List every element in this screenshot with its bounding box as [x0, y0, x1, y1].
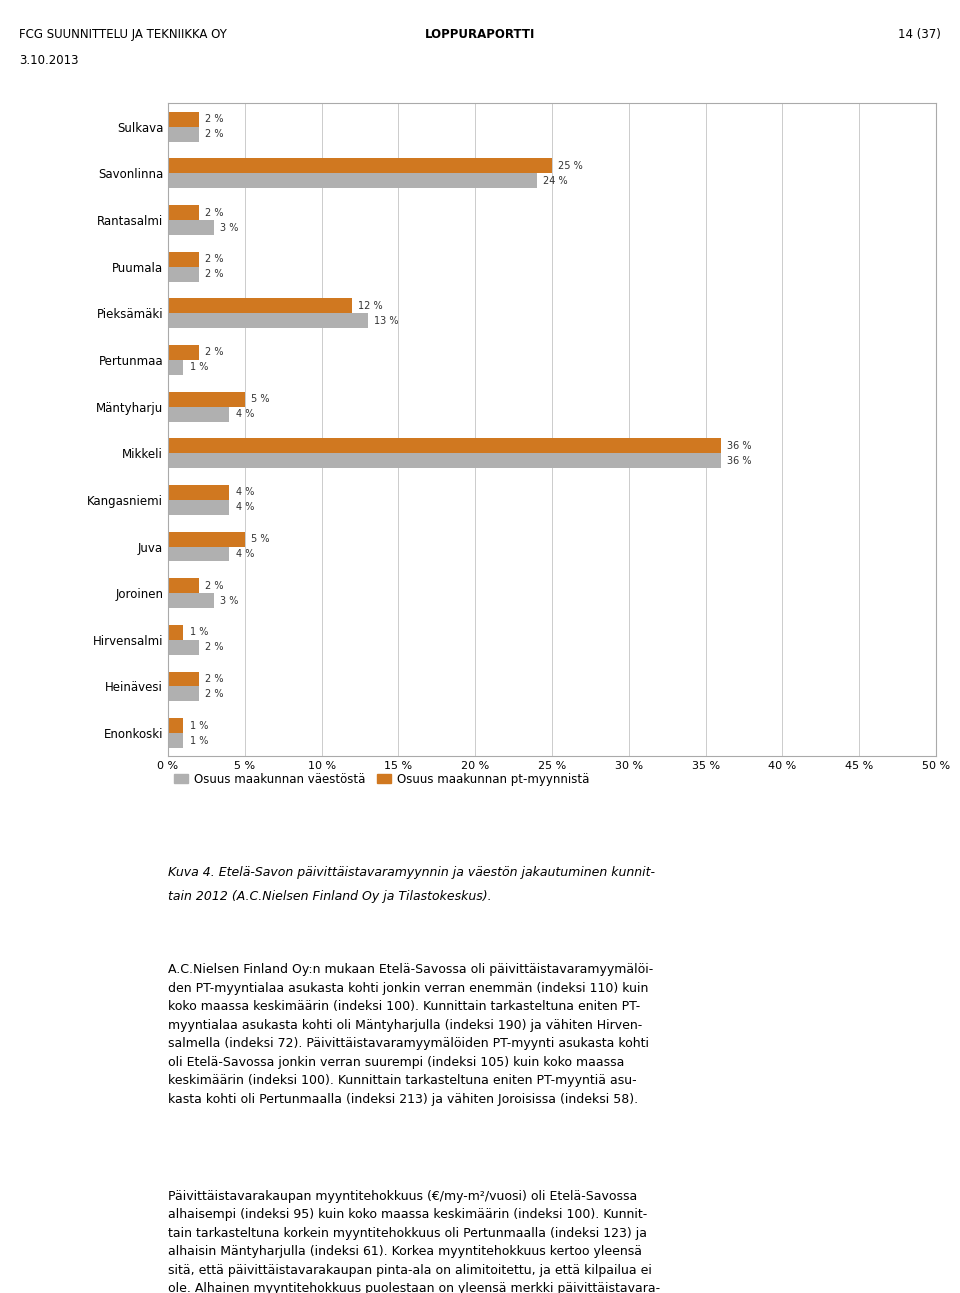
Bar	[168, 406, 229, 422]
Text: 4 %: 4 %	[235, 487, 254, 498]
Bar	[168, 252, 199, 266]
Bar	[168, 578, 199, 593]
Text: tain 2012 (A.C.Nielsen Finland Oy ja Tilastokeskus).: tain 2012 (A.C.Nielsen Finland Oy ja Til…	[168, 890, 492, 903]
Text: 2 %: 2 %	[204, 269, 224, 279]
Text: 12 %: 12 %	[358, 301, 383, 310]
Text: 1 %: 1 %	[189, 736, 208, 746]
Bar	[168, 485, 229, 500]
Text: 2 %: 2 %	[204, 643, 224, 652]
Bar	[168, 438, 721, 454]
Text: 1 %: 1 %	[189, 627, 208, 637]
Bar	[168, 625, 183, 640]
Text: 2 %: 2 %	[204, 674, 224, 684]
Text: 5 %: 5 %	[251, 534, 270, 544]
Bar	[168, 547, 229, 561]
Bar	[168, 111, 199, 127]
Text: 3 %: 3 %	[220, 222, 239, 233]
Text: 2 %: 2 %	[204, 208, 224, 217]
Text: 24 %: 24 %	[542, 176, 567, 186]
Text: 2 %: 2 %	[204, 689, 224, 700]
Text: 1 %: 1 %	[189, 720, 208, 731]
Bar	[168, 359, 183, 375]
Text: 14 (37): 14 (37)	[898, 28, 941, 41]
Bar	[168, 159, 552, 173]
Bar	[168, 733, 183, 749]
Bar	[168, 500, 229, 515]
Text: 5 %: 5 %	[251, 394, 270, 405]
Bar	[168, 593, 214, 608]
Bar	[168, 454, 721, 468]
Text: 2 %: 2 %	[204, 581, 224, 591]
Bar	[168, 127, 199, 142]
Text: Kuva 4. Etelä-Savon päivittäistavaramyynnin ja väestön jakautuminen kunnit-: Kuva 4. Etelä-Savon päivittäistavaramyyn…	[168, 866, 655, 879]
Bar	[168, 671, 199, 687]
Text: 36 %: 36 %	[727, 455, 752, 465]
Text: 13 %: 13 %	[373, 315, 398, 326]
Bar	[168, 718, 183, 733]
Bar	[168, 173, 537, 189]
Text: A.C.Nielsen Finland Oy:n mukaan Etelä-Savossa oli päivittäistavaramyymälöi-
den : A.C.Nielsen Finland Oy:n mukaan Etelä-Sa…	[168, 963, 653, 1106]
Bar	[168, 206, 199, 220]
Text: 3 %: 3 %	[220, 596, 239, 605]
Bar	[168, 313, 368, 328]
Text: Päivittäistavarakaupan myyntitehokkuus (€/my-m²/vuosi) oli Etelä-Savossa
alhaise: Päivittäistavarakaupan myyntitehokkuus (…	[168, 1190, 660, 1293]
Text: 2 %: 2 %	[204, 348, 224, 357]
Text: 2 %: 2 %	[204, 255, 224, 264]
Bar	[168, 220, 214, 235]
Text: 36 %: 36 %	[727, 441, 752, 451]
Text: 4 %: 4 %	[235, 409, 254, 419]
Bar	[168, 531, 245, 547]
Bar	[168, 266, 199, 282]
Text: 1 %: 1 %	[189, 362, 208, 372]
Bar	[168, 392, 245, 406]
Text: 3.10.2013: 3.10.2013	[19, 54, 79, 67]
Text: 4 %: 4 %	[235, 550, 254, 559]
Text: 4 %: 4 %	[235, 503, 254, 512]
Text: 2 %: 2 %	[204, 129, 224, 140]
Text: LOPPURAPORTTI: LOPPURAPORTTI	[425, 28, 535, 41]
Text: FCG SUUNNITTELU JA TEKNIIKKA OY: FCG SUUNNITTELU JA TEKNIIKKA OY	[19, 28, 228, 41]
Bar	[168, 640, 199, 654]
Bar	[168, 687, 199, 701]
Text: 2 %: 2 %	[204, 114, 224, 124]
Legend: Osuus maakunnan väestöstä, Osuus maakunnan pt-myynnistä: Osuus maakunnan väestöstä, Osuus maakunn…	[174, 772, 589, 786]
Bar	[168, 299, 352, 313]
Bar	[168, 345, 199, 359]
Text: 25 %: 25 %	[558, 160, 583, 171]
